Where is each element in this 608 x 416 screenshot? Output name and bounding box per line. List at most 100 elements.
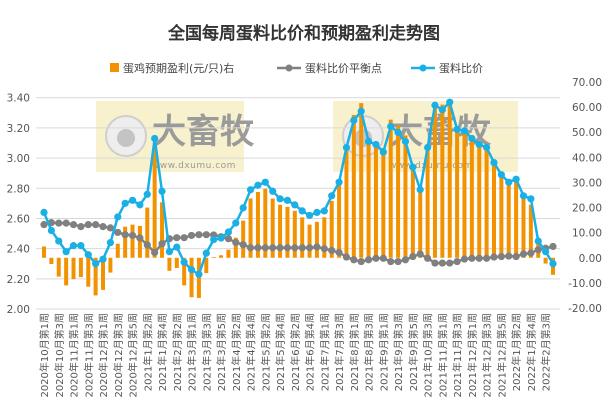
profit-bar — [477, 144, 482, 258]
right-tick-label: 20.00 — [572, 203, 602, 215]
left-tick-label: 2.00 — [7, 304, 30, 316]
x-tick-label: 2021年3月第3周 — [200, 313, 213, 391]
profit-bar — [93, 257, 98, 296]
profit-bar — [233, 237, 238, 258]
left-tick-label: 3.00 — [7, 153, 30, 165]
profit-bar — [425, 146, 430, 258]
watermark-url: www.dxumu.com — [152, 161, 236, 171]
ratio-point — [114, 213, 122, 221]
ratio-point — [335, 178, 343, 186]
breakeven-point — [446, 259, 454, 267]
breakeven-point — [490, 253, 498, 261]
right-tick-label: 40.00 — [572, 152, 602, 164]
ratio-point — [128, 196, 137, 204]
x-tick-label: 2022年1月第4周 — [525, 313, 538, 391]
breakeven-point — [497, 252, 505, 261]
ratio-point — [357, 107, 365, 115]
ratio-point — [409, 163, 417, 171]
ratio-point — [99, 255, 107, 263]
breakeven-point — [298, 244, 306, 252]
breakeven-point — [202, 231, 210, 239]
right-tick-label: 50.00 — [572, 127, 602, 139]
x-tick-label: 2021年4月第2周 — [230, 313, 243, 391]
x-tick-label: 2022年1月第2周 — [510, 313, 523, 391]
profit-bar — [182, 257, 187, 286]
ratio-point — [468, 134, 476, 143]
left-tick-label: 2.20 — [7, 274, 30, 286]
x-tick-label: 2021年8月第1周 — [348, 313, 361, 391]
ratio-point — [483, 143, 491, 152]
ratio-point — [490, 158, 498, 167]
ratio-point — [224, 228, 233, 236]
profit-bar — [440, 104, 445, 258]
ratio-point — [92, 260, 100, 268]
watermark-logo-eye-icon — [117, 129, 135, 147]
profit-bar — [86, 257, 91, 287]
breakeven-point — [84, 221, 92, 229]
x-tick-label: 2022年2月第3周 — [540, 313, 553, 391]
ratio-point — [283, 196, 292, 204]
profit-bar — [329, 200, 334, 258]
breakeven-point — [328, 246, 336, 255]
profit-bar — [432, 103, 437, 258]
ratio-point — [460, 127, 469, 135]
breakeven-point — [468, 254, 476, 262]
breakeven-point — [158, 240, 166, 248]
breakeven-point — [224, 235, 233, 243]
right-tick-label: 70.00 — [572, 77, 602, 89]
profit-bar — [373, 144, 378, 258]
breakeven-point — [269, 244, 277, 252]
x-tick-label: 2020年10月第3周 — [53, 313, 66, 398]
ratio-point — [77, 242, 85, 250]
profit-bar — [300, 217, 305, 258]
breakeven-point — [379, 254, 387, 262]
ratio-point — [313, 208, 321, 217]
profit-bar — [388, 119, 393, 258]
profit-bar — [78, 257, 83, 278]
breakeven-point — [92, 221, 100, 229]
x-tick-label: 2020年12月第3周 — [112, 313, 125, 398]
breakeven-point — [291, 244, 299, 252]
breakeven-point — [350, 256, 358, 264]
ratio-point — [165, 248, 174, 256]
profit-bar — [521, 198, 526, 258]
profit-bar — [189, 257, 194, 298]
ratio-point — [394, 128, 402, 137]
profit-bar — [484, 149, 489, 258]
profit-bar — [270, 198, 275, 258]
profit-bar — [314, 221, 319, 258]
breakeven-point — [151, 248, 159, 257]
breakeven-point — [401, 256, 410, 264]
ratio-point — [276, 195, 284, 203]
x-tick-label: 2021年4月第4周 — [245, 313, 258, 391]
profit-bar — [491, 164, 496, 258]
breakeven-point — [431, 259, 439, 267]
profit-bar — [248, 198, 253, 258]
breakeven-point — [106, 224, 114, 232]
x-tick-label: 2020年10月第1周 — [38, 313, 51, 398]
breakeven-point — [475, 254, 483, 262]
profit-bar — [211, 257, 216, 258]
ratio-point — [305, 211, 314, 220]
ratio-point — [342, 143, 351, 152]
breakeven-point — [305, 244, 314, 252]
ratio-point — [158, 187, 166, 195]
profit-bar — [292, 210, 297, 258]
legend-label-ratio: 蛋料比价 — [439, 61, 483, 75]
breakeven-point — [69, 221, 78, 229]
legend-marker-ratio — [419, 64, 427, 72]
ratio-point — [328, 192, 336, 200]
x-tick-label: 2021年12月第3周 — [481, 313, 494, 398]
ratio-point — [136, 201, 144, 209]
profit-bar — [123, 226, 128, 258]
left-tick-label: 2.60 — [7, 213, 30, 225]
breakeven-point — [483, 254, 491, 262]
ratio-line — [42, 100, 555, 276]
profit-bar — [241, 220, 246, 258]
x-tick-label: 2021年3月第5周 — [215, 313, 228, 391]
ratio-point — [534, 237, 542, 245]
profit-bar — [64, 257, 69, 286]
profit-bar — [204, 257, 209, 274]
x-tick-label: 2021年12月第1周 — [466, 313, 479, 398]
